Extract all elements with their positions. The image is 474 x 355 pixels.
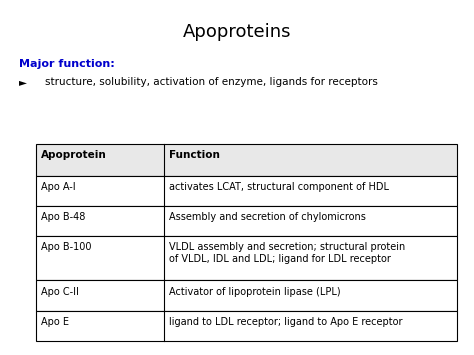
Text: Apo B-100: Apo B-100 <box>41 242 92 252</box>
Text: structure, solubility, activation of enzyme, ligands for receptors: structure, solubility, activation of enz… <box>45 77 378 87</box>
Text: Function: Function <box>169 150 220 160</box>
Text: ►: ► <box>19 77 27 87</box>
Text: Apo B-48: Apo B-48 <box>41 212 86 222</box>
Text: ligand to LDL receptor; ligand to Apo E receptor: ligand to LDL receptor; ligand to Apo E … <box>169 317 403 327</box>
Text: Apo E: Apo E <box>41 317 69 327</box>
Text: Assembly and secretion of chylomicrons: Assembly and secretion of chylomicrons <box>169 212 366 222</box>
Text: activates LCAT, structural component of HDL: activates LCAT, structural component of … <box>169 182 389 192</box>
Text: Apo A-I: Apo A-I <box>41 182 76 192</box>
Text: Apoprotein: Apoprotein <box>41 150 107 160</box>
Text: Activator of lipoprotein lipase (LPL): Activator of lipoprotein lipase (LPL) <box>169 287 341 297</box>
Text: Apo C-II: Apo C-II <box>41 287 79 297</box>
Text: Apoproteins: Apoproteins <box>183 23 291 41</box>
Text: Major function:: Major function: <box>19 59 115 69</box>
Text: VLDL assembly and secretion; structural protein
of VLDL, IDL and LDL; ligand for: VLDL assembly and secretion; structural … <box>169 242 405 264</box>
